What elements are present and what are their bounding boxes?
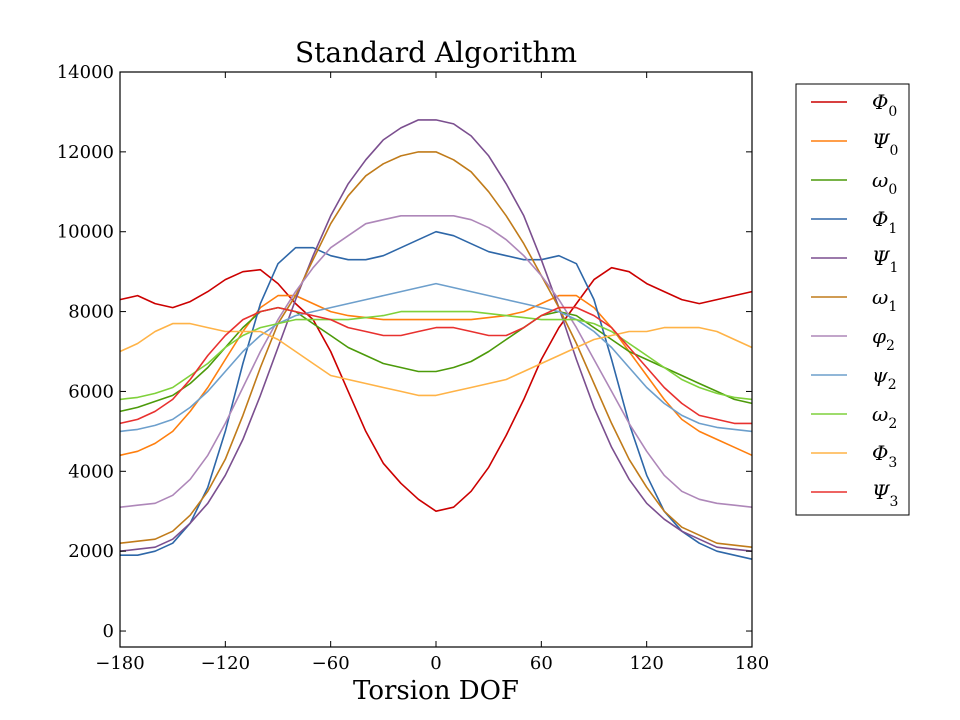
legend-label: φ2 xyxy=(872,324,895,354)
legend-label: Ψ3 xyxy=(872,480,898,510)
series-line xyxy=(119,119,753,552)
series-layer xyxy=(119,119,753,560)
y-tick-label: 4000 xyxy=(68,461,114,482)
legend-label: Φ1 xyxy=(872,207,897,237)
x-tick-label: −60 xyxy=(312,653,350,674)
series-line xyxy=(119,282,753,433)
legend-label: Φ3 xyxy=(872,441,897,471)
legend-frame xyxy=(795,83,910,516)
x-tick-label: 120 xyxy=(629,653,663,674)
legend: Φ0 Ψ0 ω0 Φ1 Ψ1 ω1 φ2 ψ2 ω2 Φ3 Ψ3 xyxy=(795,83,910,516)
x-axis-label: Torsion DOF xyxy=(353,676,519,706)
x-tick-label: −180 xyxy=(95,653,144,674)
legend-label: Ψ1 xyxy=(872,246,898,276)
series-line xyxy=(119,306,752,425)
chart-title: Standard Algorithm xyxy=(295,36,577,69)
series-line xyxy=(119,322,753,397)
y-tick-label: 14000 xyxy=(57,62,114,83)
x-tick-label: 180 xyxy=(735,653,769,674)
series-line xyxy=(119,215,753,508)
legend-label: ψ2 xyxy=(872,363,897,393)
y-tick-label: 6000 xyxy=(68,381,114,402)
x-tick-label: −120 xyxy=(201,653,250,674)
legend-label: Ψ0 xyxy=(872,129,898,159)
legend-label: ω2 xyxy=(872,402,897,432)
series-line xyxy=(120,230,753,560)
x-tick-label: 0 xyxy=(430,653,441,674)
y-tick-label: 8000 xyxy=(68,302,114,323)
y-tick-label: 10000 xyxy=(57,222,114,243)
legend-label: ω1 xyxy=(872,285,897,315)
series-line xyxy=(119,310,753,401)
legend-label: ω0 xyxy=(872,168,897,198)
y-tick-label: 12000 xyxy=(57,142,114,163)
legend-label: Φ0 xyxy=(872,90,897,120)
tick-layer: −180 −120 −60 0 60 120 180 0 2000 4000 6000 8000 100… xyxy=(57,62,769,674)
y-tick-label: 0 xyxy=(103,621,114,642)
series-line xyxy=(119,266,753,513)
y-tick-label: 2000 xyxy=(68,541,114,562)
series-line xyxy=(119,151,753,548)
x-tick-label: 60 xyxy=(530,653,553,674)
series-line xyxy=(119,294,753,457)
